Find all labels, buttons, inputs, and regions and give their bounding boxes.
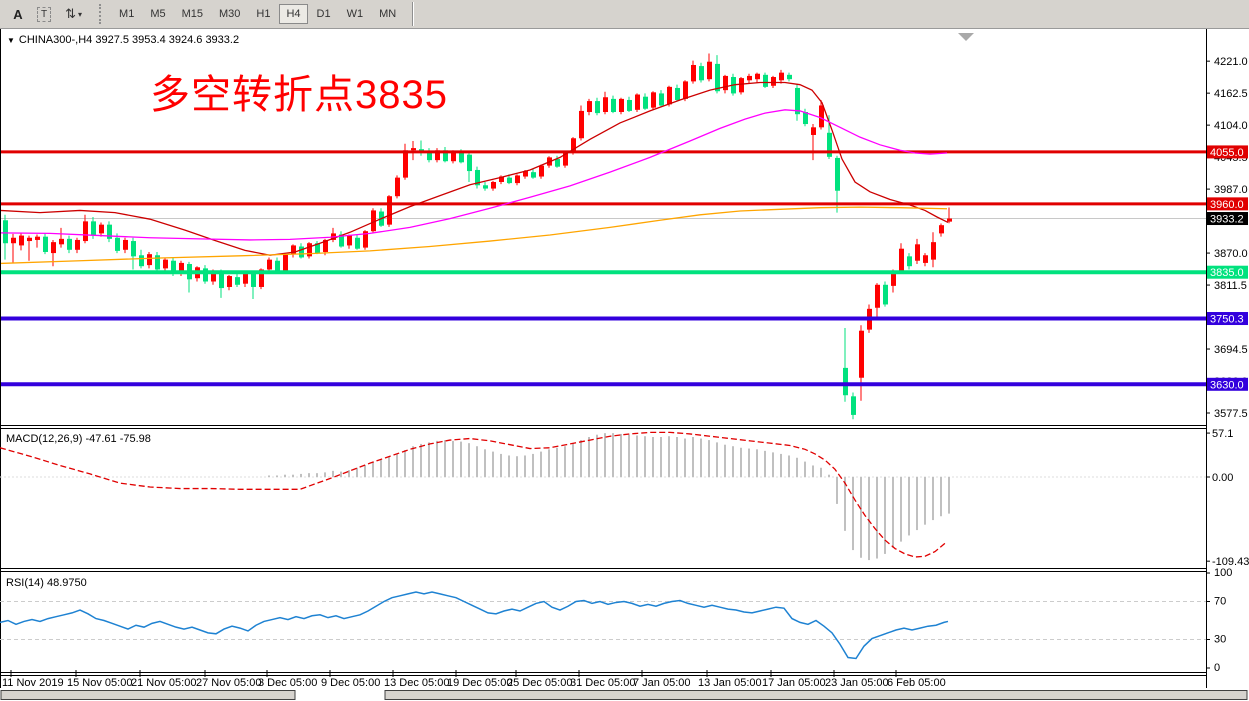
ma-magenta [0, 109, 948, 241]
font-tool-button[interactable]: A [6, 3, 30, 25]
caret-down-icon: ▾ [78, 9, 83, 19]
svg-text:3 Dec 05:00: 3 Dec 05:00 [258, 677, 317, 689]
svg-text:0: 0 [1214, 662, 1220, 674]
svg-text:17 Jan 05:00: 17 Jan 05:00 [762, 677, 826, 689]
scrollbar-thumb[interactable] [384, 690, 1248, 700]
timeframe-mn-button[interactable]: MN [372, 4, 403, 24]
price-badge-3750.3[interactable]: 3750.3 [1207, 312, 1248, 326]
timeframe-m1-button[interactable]: M1 [112, 4, 141, 24]
price-badge-4055.0[interactable]: 4055.0 [1207, 145, 1248, 159]
svg-text:3694.5: 3694.5 [1214, 344, 1248, 356]
svg-text:4104.0: 4104.0 [1214, 120, 1248, 132]
svg-text:6 Feb 05:00: 6 Feb 05:00 [887, 677, 946, 689]
svg-text:57.1: 57.1 [1212, 428, 1233, 440]
text-label-icon: T [37, 6, 52, 22]
svg-text:3811.5: 3811.5 [1214, 280, 1247, 292]
svg-text:13 Dec 05:00: 13 Dec 05:00 [384, 677, 449, 689]
chart-shift-marker-icon[interactable] [958, 33, 974, 41]
timeframe-m15-button[interactable]: M15 [175, 4, 210, 24]
svg-text:3577.5: 3577.5 [1214, 408, 1248, 420]
svg-text:30: 30 [1214, 634, 1226, 646]
svg-text:31 Dec 05:00: 31 Dec 05:00 [570, 677, 635, 689]
svg-text:100: 100 [1214, 567, 1232, 579]
svg-text:13 Jan 05:00: 13 Jan 05:00 [698, 677, 762, 689]
timeframe-d1-button[interactable]: D1 [310, 4, 338, 24]
arrows-icon: ⇅ [65, 6, 77, 21]
ma-orange [0, 206, 948, 265]
macd-signal-line [0, 431, 948, 558]
collapse-triangle-icon[interactable]: ▼ [7, 36, 15, 45]
svg-text:3960.0: 3960.0 [1210, 199, 1244, 211]
toolbar-grip[interactable] [99, 4, 105, 24]
timeframe-h4-button[interactable]: H4 [279, 4, 308, 24]
svg-text:9 Dec 05:00: 9 Dec 05:00 [321, 677, 380, 689]
annotation-text[interactable]: 多空转折点3835 [150, 73, 448, 117]
svg-text:4162.5: 4162.5 [1214, 88, 1248, 100]
timeframe-w1-button[interactable]: W1 [340, 4, 371, 24]
toolbar-separator [412, 2, 415, 26]
svg-text:27 Nov 05:00: 27 Nov 05:00 [196, 677, 261, 689]
svg-text:23 Jan 05:00: 23 Jan 05:00 [825, 677, 889, 689]
svg-text:15 Nov 05:00: 15 Nov 05:00 [67, 677, 132, 689]
ma-red [0, 81, 949, 256]
svg-text:3933.2: 3933.2 [1210, 214, 1244, 226]
macd-histogram [268, 433, 950, 561]
timeframe-m5-button[interactable]: M5 [143, 4, 172, 24]
price-badge-3835.0[interactable]: 3835.0 [1207, 265, 1248, 280]
svg-text:70: 70 [1214, 596, 1226, 608]
price-badge-3933.2[interactable]: 3933.2 [1207, 212, 1248, 226]
rsi-line [0, 591, 949, 660]
timeframe-h1-button[interactable]: H1 [249, 4, 277, 24]
svg-text:7 Jan 05:00: 7 Jan 05:00 [633, 677, 691, 689]
price-badge-3960.0[interactable]: 3960.0 [1207, 197, 1248, 211]
svg-text:4221.0: 4221.0 [1214, 56, 1248, 68]
arrows-tool-button[interactable]: ⇅ ▾ [58, 3, 89, 25]
svg-text:3835.0: 3835.0 [1210, 267, 1244, 279]
svg-text:25 Dec 05:00: 25 Dec 05:00 [507, 677, 572, 689]
svg-text:11 Nov 2019: 11 Nov 2019 [2, 677, 64, 689]
svg-text:3750.3: 3750.3 [1210, 314, 1244, 326]
svg-text:0.00: 0.00 [1212, 472, 1233, 484]
text-label-tool-button[interactable]: T [30, 3, 58, 25]
svg-text:4055.0: 4055.0 [1210, 147, 1244, 159]
chart-background [0, 28, 1249, 701]
svg-text:21 Nov 05:00: 21 Nov 05:00 [131, 677, 196, 689]
price-badge-3630.0[interactable]: 3630.0 [1207, 377, 1248, 392]
svg-text:3630.0: 3630.0 [1210, 379, 1244, 391]
svg-text:19 Dec 05:00: 19 Dec 05:00 [447, 677, 512, 689]
toolbar: A T ⇅ ▾ M1 M5 M15 M30 H1 H4 D1 W1 MN [0, 0, 1249, 29]
scrollbar-left-segment[interactable] [0, 690, 296, 700]
svg-text:3870.0: 3870.0 [1214, 248, 1248, 260]
svg-text:-109.43: -109.43 [1212, 556, 1249, 568]
svg-text:3987.0: 3987.0 [1214, 184, 1248, 196]
timeframe-m30-button[interactable]: M30 [212, 4, 247, 24]
